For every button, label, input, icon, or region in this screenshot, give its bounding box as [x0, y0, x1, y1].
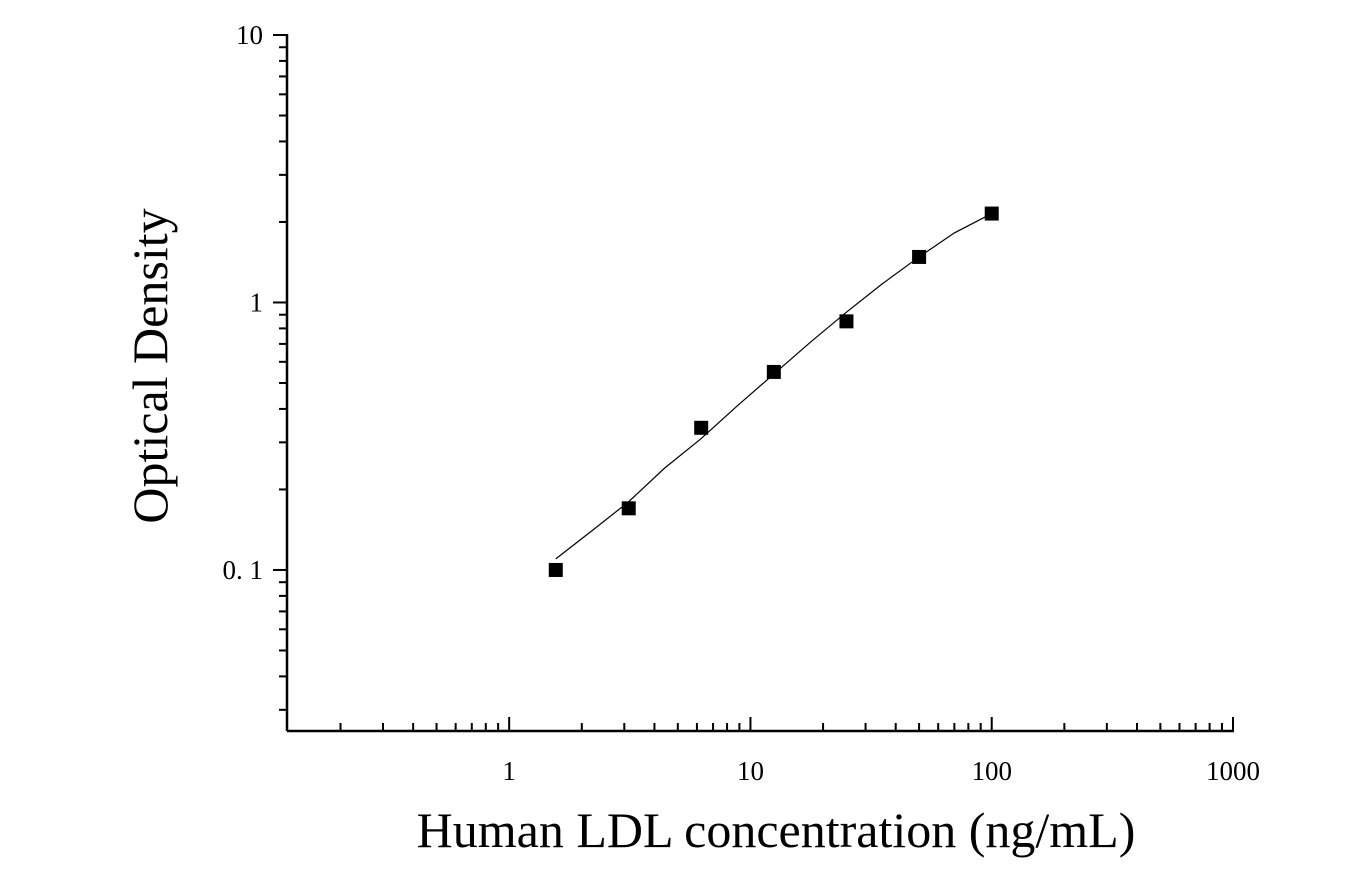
data-point: [984, 206, 999, 221]
y-tick-label: 10: [236, 20, 263, 50]
data-point: [766, 364, 781, 379]
tick-labels: 1 10 100 1000 0. 1 1 10: [223, 20, 1261, 786]
x-axis-title: Human LDL concentration (ng/mL): [417, 802, 1136, 858]
axes: [273, 34, 1234, 733]
x-tick-label: 10: [737, 756, 764, 786]
data-point: [548, 562, 563, 577]
data-points: [548, 206, 999, 577]
data-point: [839, 314, 854, 329]
x-tick-label: 1: [502, 756, 516, 786]
fit-curve-line: [555, 213, 992, 560]
y-tick-label: 1: [250, 287, 264, 317]
y-axis-title: Optical Density: [122, 208, 178, 523]
data-point: [621, 501, 636, 516]
x-tick-label: 1000: [1206, 756, 1260, 786]
data-point: [912, 249, 927, 264]
data-point: [694, 420, 709, 435]
y-tick-label: 0. 1: [223, 555, 264, 585]
x-tick-label: 100: [971, 756, 1012, 786]
fit-curve: [555, 213, 992, 560]
